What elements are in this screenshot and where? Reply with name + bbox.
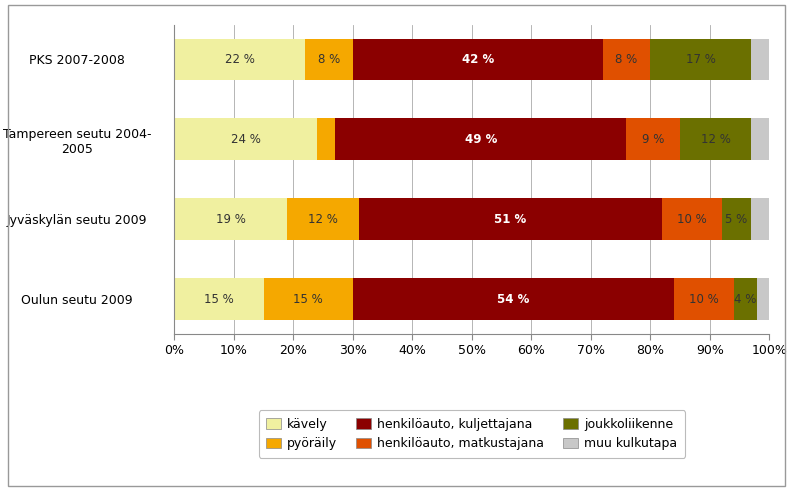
Text: 19 %: 19 % xyxy=(216,213,246,226)
Bar xyxy=(174,198,287,240)
Text: 12 %: 12 % xyxy=(701,133,730,146)
Bar xyxy=(751,198,769,240)
Text: 8 %: 8 % xyxy=(318,53,340,66)
Text: 9 %: 9 % xyxy=(642,133,665,146)
Bar xyxy=(757,278,769,320)
Bar xyxy=(335,118,626,160)
Text: 8 %: 8 % xyxy=(615,53,638,66)
Bar xyxy=(353,39,603,80)
Bar xyxy=(358,198,662,240)
Text: 17 %: 17 % xyxy=(686,53,716,66)
Bar xyxy=(174,118,317,160)
Bar xyxy=(751,39,769,80)
Bar xyxy=(174,278,263,320)
Text: 4 %: 4 % xyxy=(734,293,757,305)
Bar xyxy=(662,198,722,240)
Bar xyxy=(626,118,680,160)
Bar xyxy=(751,118,769,160)
Text: 24 %: 24 % xyxy=(231,133,261,146)
Text: 54 %: 54 % xyxy=(497,293,530,305)
Bar xyxy=(317,118,335,160)
Bar xyxy=(680,118,751,160)
Bar xyxy=(287,198,358,240)
Text: 10 %: 10 % xyxy=(677,213,707,226)
Legend: kävely, pyöräily, henkilöauto, kuljettajana, henkilöauto, matkustajana, joukkoli: kävely, pyöräily, henkilöauto, kuljettaj… xyxy=(259,410,685,458)
Bar xyxy=(722,198,751,240)
Bar xyxy=(734,278,757,320)
Text: 5 %: 5 % xyxy=(726,213,748,226)
Text: 49 %: 49 % xyxy=(465,133,497,146)
Bar xyxy=(305,39,353,80)
Text: 42 %: 42 % xyxy=(462,53,494,66)
Bar xyxy=(603,39,650,80)
Bar xyxy=(674,278,734,320)
Text: 15 %: 15 % xyxy=(204,293,234,305)
Text: 10 %: 10 % xyxy=(689,293,718,305)
Text: 15 %: 15 % xyxy=(293,293,324,305)
Bar xyxy=(174,39,305,80)
Text: 22 %: 22 % xyxy=(225,53,255,66)
Bar xyxy=(353,278,674,320)
Bar xyxy=(263,278,353,320)
Text: 12 %: 12 % xyxy=(308,213,338,226)
Text: 51 %: 51 % xyxy=(494,213,527,226)
Bar xyxy=(650,39,751,80)
